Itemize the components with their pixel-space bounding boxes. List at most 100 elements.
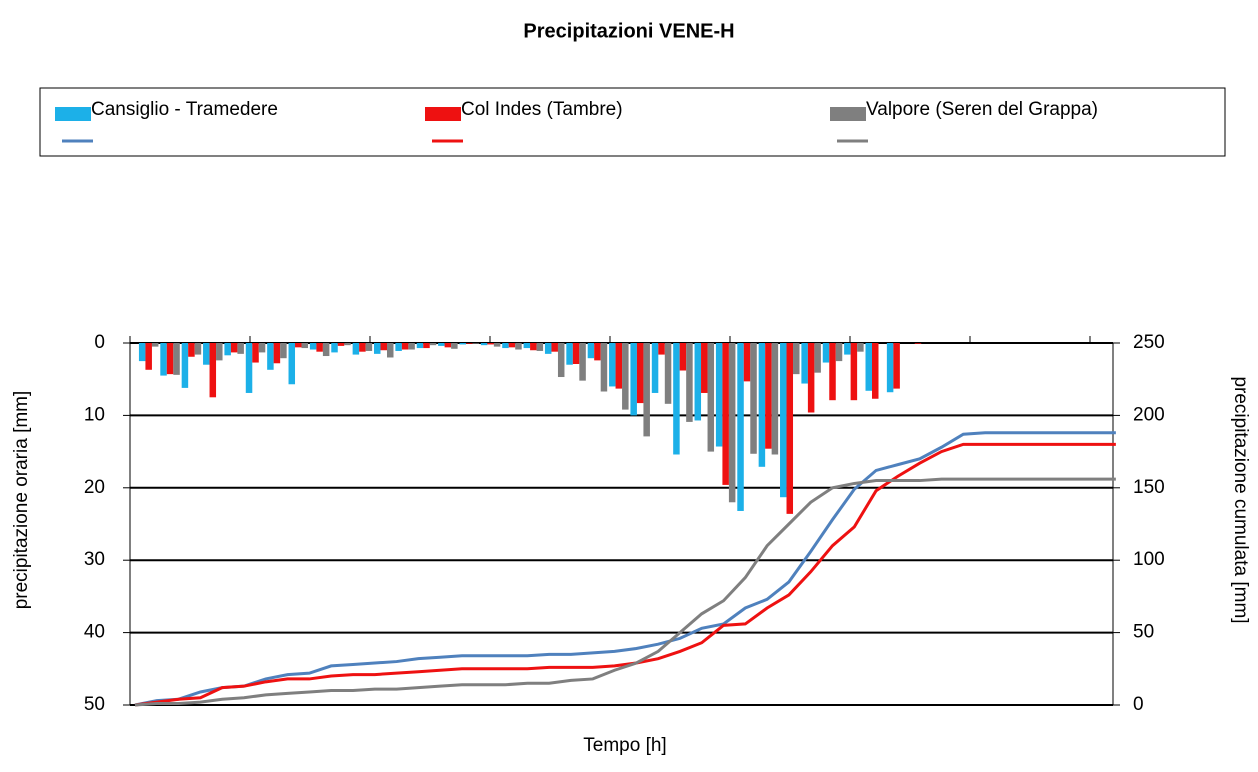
bar (765, 343, 772, 449)
bar (252, 343, 259, 363)
bar (707, 343, 715, 452)
bar (230, 343, 238, 353)
legend-swatch (830, 107, 866, 121)
bar (701, 343, 708, 393)
bar (566, 343, 573, 365)
bar (914, 343, 922, 344)
bar (609, 343, 616, 387)
legend-box (39, 87, 1226, 157)
y-tick-label: 30 (84, 549, 105, 570)
bar (344, 343, 351, 346)
bar (886, 343, 894, 393)
bar (771, 343, 779, 455)
bar (451, 343, 458, 349)
bar (758, 343, 766, 467)
bar (793, 343, 800, 375)
line (134, 431, 1116, 707)
bar (138, 343, 146, 362)
bar (530, 343, 537, 351)
bar (416, 343, 424, 349)
bar (658, 343, 665, 355)
y2-axis-label: precipitazione cumulata [mm] (1230, 376, 1251, 623)
bar (365, 343, 373, 351)
bar (737, 343, 744, 511)
bar (750, 343, 757, 454)
bar (844, 343, 851, 355)
line (134, 442, 1116, 707)
bar (280, 343, 287, 359)
bar (387, 343, 394, 358)
bar (814, 343, 821, 373)
bar (715, 343, 723, 447)
bar (438, 343, 445, 346)
legend-label: Valpore (Seren del Grappa) (866, 99, 1098, 120)
bar (301, 343, 309, 349)
bar (258, 343, 266, 353)
y2-tick-label: 200 (1133, 404, 1165, 425)
bar (267, 343, 274, 370)
bar (587, 343, 595, 359)
bar (780, 343, 787, 498)
bar (872, 343, 879, 399)
bar (630, 343, 637, 416)
y-tick-label: 40 (84, 622, 105, 643)
bar (224, 343, 231, 356)
bar (865, 343, 872, 391)
bar (694, 343, 702, 421)
bar (216, 343, 223, 361)
bar (600, 343, 608, 392)
bar (337, 343, 345, 346)
y2-tick-label: 150 (1133, 477, 1165, 498)
bar (551, 343, 558, 352)
bar (359, 343, 366, 352)
bar (237, 343, 244, 354)
bar (472, 343, 479, 344)
bar (664, 343, 672, 404)
bar (728, 343, 736, 503)
bar (615, 343, 623, 389)
y-axis-label: precipitazione oraria [mm] (11, 391, 32, 610)
bar (493, 343, 501, 347)
bar (508, 343, 516, 348)
bar (822, 343, 830, 363)
y2-tick-label: 0 (1133, 694, 1144, 715)
y-tick-label: 50 (84, 694, 105, 715)
bar (857, 343, 864, 352)
bar (636, 343, 644, 404)
bar (523, 343, 531, 349)
bar (679, 343, 687, 371)
bar (572, 343, 580, 364)
bar (622, 343, 629, 410)
bar (322, 343, 330, 357)
bar (380, 343, 387, 351)
bar (352, 343, 360, 355)
bar (401, 343, 409, 350)
bar (743, 343, 751, 382)
bar (194, 343, 202, 355)
legend-swatch (425, 107, 461, 121)
bar (166, 343, 174, 375)
y-tick-label: 0 (94, 332, 105, 353)
bar (801, 343, 808, 384)
bar (835, 343, 843, 362)
y2-tick-label: 250 (1133, 332, 1165, 353)
y2-tick-label: 50 (1133, 622, 1154, 643)
bar (423, 343, 430, 349)
bar (557, 343, 565, 378)
bar (651, 343, 659, 393)
bar (594, 343, 601, 361)
bar (686, 343, 693, 422)
bar (673, 343, 680, 455)
bar (151, 343, 159, 347)
bar (395, 343, 402, 351)
y-tick-label: 20 (84, 477, 105, 498)
bar (643, 343, 650, 437)
bar (487, 343, 494, 345)
bar (273, 343, 281, 364)
bar (829, 343, 836, 401)
bar (465, 343, 473, 344)
bar (173, 343, 180, 375)
bar (722, 343, 729, 485)
bar (515, 343, 522, 350)
